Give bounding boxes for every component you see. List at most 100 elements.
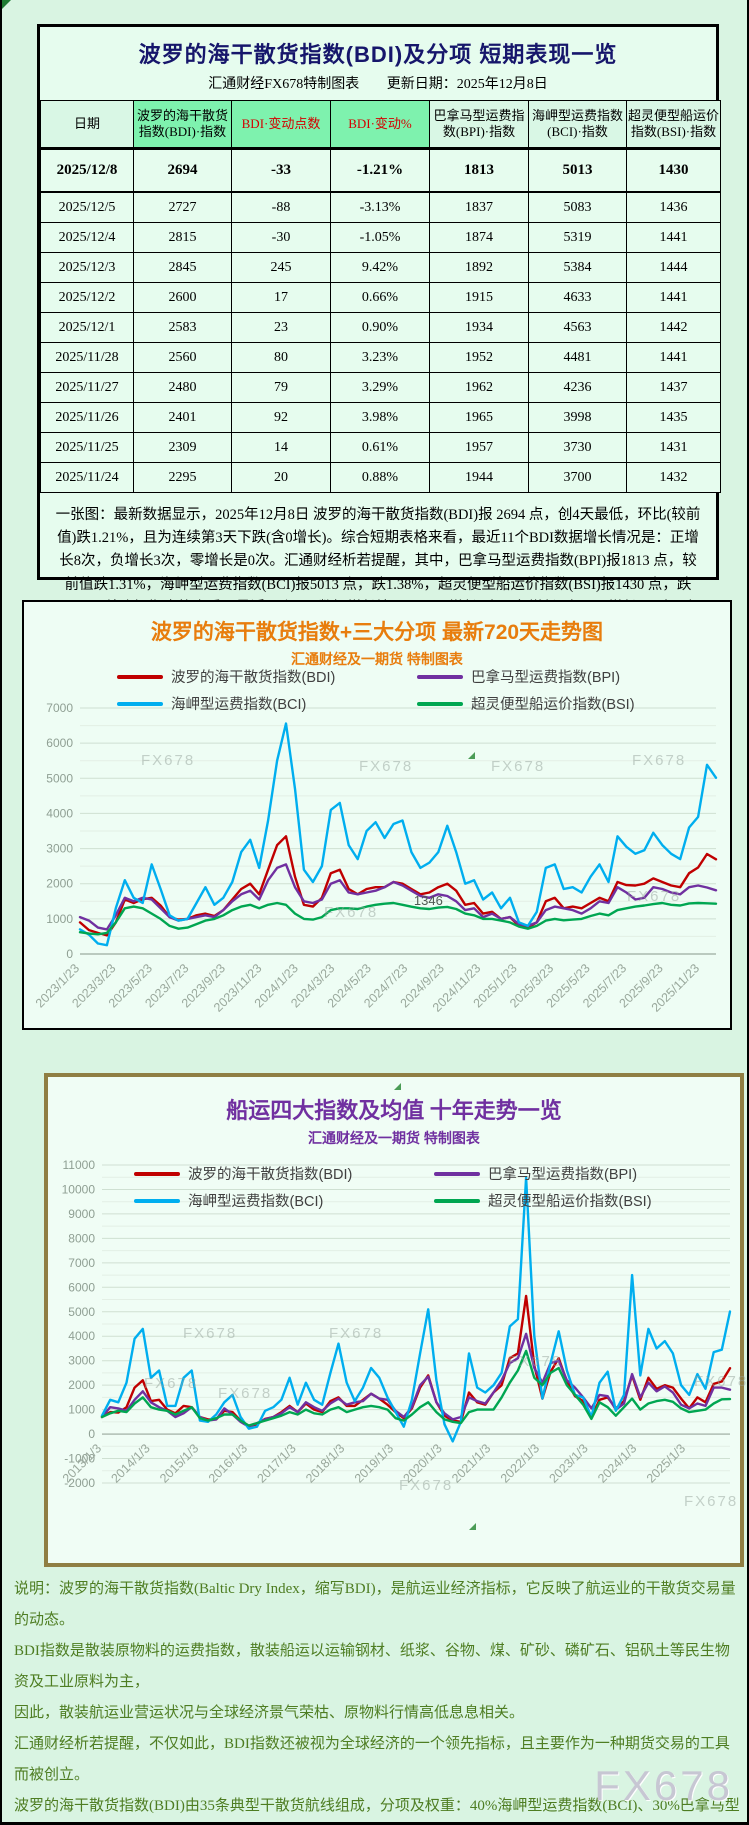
note-line: 汇通财经析若提醒，不仅如此，BDI指数还被视为全球经济的一个领先指标，且主要作为…: [14, 1736, 730, 1783]
watermark-text: FX678: [694, 1373, 749, 1390]
table-cell: 1432: [626, 462, 721, 493]
y-axis-label: 3000: [68, 1354, 95, 1368]
table-cell: 1965: [429, 402, 529, 433]
table-cell: 245: [231, 252, 331, 283]
series-bci: [100, 1176, 732, 1443]
short-term-table-section: 波罗的海干散货指数(BDI)及分项 短期表现一览 汇通财经FX678特制图表 更…: [37, 24, 721, 639]
table-cell: 2025/11/25: [40, 432, 134, 463]
table-cell: 1430: [626, 148, 721, 193]
note-line: 因此，散装航运业营运状况与全球经济景气荣枯、原物料行情高低息息相关。: [14, 1705, 525, 1721]
table-head: 日期 波罗的海干散货 指数(BDI)·指数 BDI·变动点数 BDI·变动% 巴拿马型运…: [40, 100, 721, 150]
column-header: 日期: [40, 100, 134, 150]
legend-item: 超灵便型船运价指数(BSI): [394, 1190, 694, 1211]
table-cell: 2600: [133, 282, 232, 313]
table-cell: 2560: [133, 342, 232, 373]
y-axis-label: 4000: [68, 1329, 95, 1343]
legend-swatch-bsi: [434, 1198, 480, 1203]
table-cell: 2727: [133, 191, 232, 223]
chart-10y-section: 船运四大指数及均值 十年走势一览 汇通财经及一期货 特制图表 波罗的海干散货指数…: [44, 1073, 746, 1567]
notes-block: 说明：波罗的海干散货指数(Baltic Dry Index，缩写BDI)，是航运…: [14, 1574, 744, 1822]
chart-720d-legend: 波罗的海干散货指数(BDI) 巴拿马型运费指数(BPI) 海岬型运费指数(BCI) 超…: [77, 666, 677, 714]
table-cell: -1.21%: [330, 148, 430, 193]
table-cell: 0.88%: [330, 462, 430, 493]
column-header: BDI·变动%: [330, 100, 430, 150]
artifact-marker: [394, 1083, 401, 1090]
x-axis-label: 2024/1/3: [595, 1441, 639, 1485]
table-cell: 4563: [528, 312, 627, 343]
legend-swatch-bpi: [434, 1171, 480, 1176]
table-cell: 4481: [528, 342, 627, 373]
legend-label: 超灵便型船运价指数(BSI): [471, 697, 635, 713]
table-cell: 1435: [626, 402, 721, 433]
table-cell: 1874: [429, 222, 529, 253]
x-axis-label: 2021/1/3: [449, 1441, 493, 1485]
table-cell: 2025/12/3: [40, 252, 134, 283]
y-axis-label: 6000: [46, 736, 73, 750]
table-cell: 1441: [626, 222, 721, 253]
y-axis-label: 5000: [68, 1305, 95, 1319]
legend-label: 海岬型运费指数(BCI): [171, 697, 307, 713]
table-cell: 20: [231, 462, 331, 493]
chart-10y-title: 船运四大指数及均值 十年走势一览: [226, 1098, 562, 1123]
table-cell: 1441: [626, 282, 721, 313]
legend-item: 海岬型运费指数(BCI): [94, 1190, 394, 1211]
watermark-text: FX678: [218, 1385, 273, 1402]
table-cell: 4633: [528, 282, 627, 313]
table-cell: 1441: [626, 342, 721, 373]
watermark-text: FX678: [144, 1375, 199, 1392]
table-cell: 0.90%: [330, 312, 430, 343]
watermark-text: FX678: [684, 1493, 739, 1510]
watermark-text: FX678: [329, 1325, 384, 1342]
series-bci: [78, 722, 718, 947]
legend-item: 波罗的海干散货指数(BDI): [94, 1163, 394, 1184]
watermark-text: FX678: [141, 752, 196, 769]
column-header: 巴拿马型运费指 数(BPI)·指数: [429, 100, 529, 150]
table-cell: 9.42%: [330, 252, 430, 283]
legend-swatch-bpi: [417, 674, 463, 679]
note-line: 说明：波罗的海干散货指数(Baltic Dry Index，缩写BDI)，是航运…: [14, 1581, 736, 1628]
y-axis-label: 3000: [46, 842, 73, 856]
table-row: 2025/11/24 2295 20 0.88% 1944 3700 1432: [40, 462, 721, 493]
table-cell: 17: [231, 282, 331, 313]
table-cell: 80: [231, 342, 331, 373]
y-axis-label: 2000: [46, 877, 73, 891]
update-date-label: 更新日期：2025年12月8日: [386, 77, 548, 92]
watermark-text: FX678: [627, 888, 682, 905]
y-axis-label: 11000: [63, 1158, 96, 1172]
legend-label: 波罗的海干散货指数(BDI): [188, 1167, 353, 1183]
table-cell: -88: [231, 191, 331, 223]
x-axis-label: 2023/1/3: [547, 1441, 591, 1485]
chart-720d-plot: 010002000300040005000600070002023/1/2320…: [33, 702, 718, 1015]
y-axis-label: 2000: [68, 1378, 95, 1392]
y-axis-label: 7000: [68, 1256, 95, 1270]
table-cell: 1813: [429, 148, 529, 193]
y-axis-label: 8000: [68, 1231, 95, 1245]
series-bsi: [78, 901, 718, 936]
table-cell: 2025/11/24: [40, 462, 134, 493]
y-axis-label: 9000: [68, 1207, 95, 1221]
y-axis-label: -2000: [64, 1476, 95, 1490]
legend-swatch-bdi: [117, 674, 163, 679]
table-cell: -3.13%: [330, 191, 430, 223]
table-cell: 5384: [528, 252, 627, 283]
y-axis-label: 1000: [68, 1403, 95, 1417]
x-axis-label: 2022/1/3: [498, 1441, 542, 1485]
artifact-marker: [469, 1523, 476, 1530]
table-cell: 2025/11/26: [40, 402, 134, 433]
chart-10y-legend: 波罗的海干散货指数(BDI) 巴拿马型运费指数(BPI) 海岬型运费指数(BCI) 超…: [94, 1163, 694, 1211]
column-header: BDI·变动点数: [231, 100, 331, 150]
y-axis-label: 0: [66, 947, 73, 961]
table-row: 2025/12/2 2600 17 0.66% 1915 4633 1441: [40, 282, 721, 313]
table-cell: 1957: [429, 432, 529, 463]
chart-10y-subtitle: 汇通财经及一期货 特制图表: [308, 1130, 480, 1146]
watermark-text: FX678: [183, 1325, 238, 1342]
table-row: 2025/11/28 2560 80 3.23% 1952 4481 1441: [40, 342, 721, 373]
chart-720d-subtitle: 汇通财经及一期货 特制图表: [291, 651, 463, 667]
table-cell: 1442: [626, 312, 721, 343]
table-cell: 3700: [528, 462, 627, 493]
table-cell: 2309: [133, 432, 232, 463]
y-axis-label: 4000: [46, 806, 73, 820]
table-cell: 3.29%: [330, 372, 430, 403]
table-cell: 92: [231, 402, 331, 433]
